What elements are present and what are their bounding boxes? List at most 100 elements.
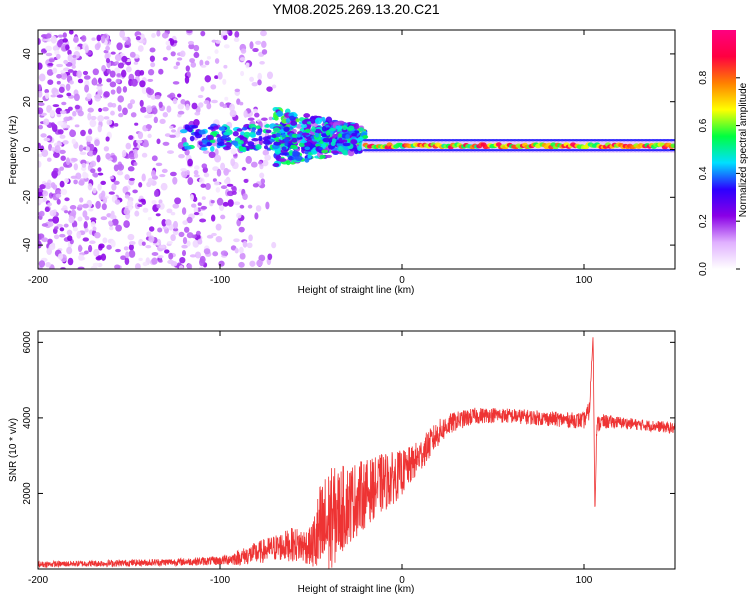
- heatmap-cell: [206, 55, 212, 60]
- heatmap-cell: [90, 265, 98, 269]
- heatmap-cell: [150, 62, 156, 68]
- heatmap-cell: [60, 188, 68, 196]
- heatmap-cell: [321, 149, 329, 154]
- heatmap-cell: [304, 157, 310, 163]
- heatmap-cell: [67, 235, 73, 242]
- heatmap-cell: [82, 237, 89, 242]
- heatmap-cell: [170, 51, 176, 57]
- heatmap-cell: [199, 177, 205, 184]
- heatmap-cell: [108, 220, 113, 226]
- heatmap-cell: [201, 139, 208, 145]
- heatmap-cell: [97, 115, 105, 122]
- heatmap-cell: [197, 94, 204, 99]
- heatmap-cell: [66, 229, 73, 236]
- heatmap-cell: [84, 227, 89, 233]
- heatmap-cell: [250, 133, 256, 138]
- heatmap-cell: [77, 204, 84, 208]
- heatmap-cell: [231, 190, 237, 195]
- heatmap-cell: [223, 64, 228, 69]
- heatmap-cell: [319, 140, 324, 144]
- heatmap-cell: [92, 172, 99, 178]
- heatmap-cell: [342, 142, 351, 147]
- heatmap-cell: [199, 258, 205, 267]
- heatmap-cell: [130, 112, 137, 118]
- heatmap-cell: [255, 130, 262, 136]
- heatmap-cell: [88, 150, 93, 157]
- heatmap-cell: [201, 196, 206, 200]
- heatmap-cell: [147, 78, 154, 82]
- x-tick-label: -100: [210, 275, 230, 286]
- heatmap-cell: [77, 266, 85, 269]
- heatmap-cell: [142, 141, 149, 148]
- heatmap-cell: [127, 102, 133, 110]
- heatmap-cell: [298, 142, 306, 148]
- heatmap-cell: [66, 246, 73, 255]
- heatmap-cell: [49, 109, 55, 117]
- heatmap-cell: [145, 87, 152, 94]
- heatmap-cell: [199, 218, 207, 223]
- heatmap-cell: [184, 145, 192, 150]
- heatmap-cell: [134, 210, 140, 217]
- heatmap-cell: [141, 152, 148, 158]
- heatmap-cell: [234, 30, 240, 38]
- heatmap-cell: [41, 237, 49, 243]
- heatmap-cell: [189, 194, 194, 201]
- heatmap-cell: [258, 135, 263, 142]
- heatmap-cell: [164, 249, 170, 254]
- heatmap-cell: [181, 207, 187, 215]
- heatmap-cell: [210, 214, 216, 222]
- heatmap-cell: [227, 199, 234, 207]
- heatmap-cell: [110, 51, 116, 55]
- heatmap-cell: [67, 69, 74, 73]
- heatmap-cell: [100, 180, 107, 186]
- heatmap-cell: [238, 145, 244, 152]
- heatmap-cell: [43, 182, 51, 186]
- y-tick-label: 20: [22, 96, 33, 108]
- heatmap-cell: [206, 234, 214, 239]
- heatmap-cell: [151, 33, 156, 38]
- heatmap-cell: [288, 151, 294, 156]
- heatmap-cell: [212, 178, 217, 182]
- heatmap-cell: [285, 118, 291, 124]
- heatmap-cell: [116, 42, 123, 51]
- heatmap-cell: [213, 181, 220, 186]
- snr-frame: [37, 330, 676, 570]
- heatmap-cell: [251, 137, 260, 142]
- heatmap-cell: [193, 212, 200, 216]
- heatmap-cell: [362, 134, 369, 139]
- heatmap-cell: [102, 237, 108, 244]
- heatmap-cell: [48, 192, 54, 199]
- heatmap-cell: [158, 244, 166, 249]
- heatmap-cell: [194, 165, 200, 170]
- heatmap-cell: [260, 30, 267, 37]
- heatmap-cell: [45, 185, 51, 190]
- heatmap-cell: [278, 158, 287, 162]
- heatmap-cell: [123, 221, 129, 227]
- heatmap-cell: [200, 146, 208, 151]
- heatmap-cell: [210, 146, 215, 152]
- heatmap-cell: [138, 182, 143, 188]
- colorbar-tick-label: 0.6: [698, 118, 709, 132]
- heatmap-cell: [245, 62, 250, 69]
- heatmap-cell: [117, 62, 125, 69]
- heatmap-cell: [77, 110, 84, 117]
- heatmap-cell: [236, 212, 242, 219]
- heatmap-cell: [109, 70, 116, 78]
- spectrogram-x-label: Height of straight line (km): [298, 285, 415, 296]
- heatmap-cell: [88, 208, 94, 212]
- heatmap-cell: [47, 202, 52, 207]
- heatmap-cell: [175, 61, 180, 66]
- heatmap-cell: [156, 204, 161, 209]
- heatmap-cell: [136, 139, 143, 144]
- heatmap-cell: [82, 203, 89, 209]
- heatmap-cell: [342, 150, 349, 156]
- heatmap-cell: [38, 90, 43, 98]
- heatmap-cell: [104, 53, 110, 60]
- heatmap-cell: [117, 95, 125, 103]
- colorbar-ticks: 0.0 0.2 0.4 0.6 0.8: [698, 70, 740, 276]
- heatmap-cell: [262, 149, 270, 156]
- heatmap-cell: [263, 145, 269, 150]
- heatmap-cell: [60, 207, 67, 211]
- heatmap-cell: [209, 139, 216, 144]
- heatmap-cell: [44, 38, 52, 42]
